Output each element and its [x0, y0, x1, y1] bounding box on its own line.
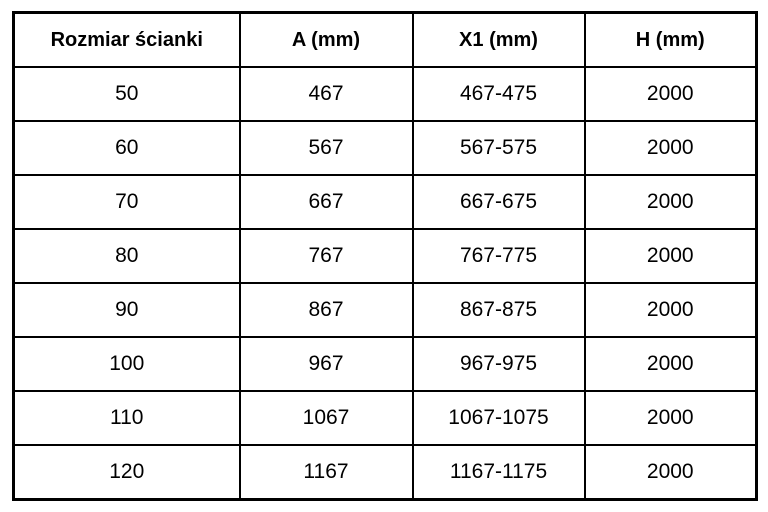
- cell-h: 2000: [583, 120, 758, 176]
- cell-a: 1167: [238, 444, 414, 501]
- cell-size: 120: [12, 444, 241, 501]
- cell-a: 667: [238, 174, 414, 230]
- table-row: 110 1067 1067-1075 2000: [12, 390, 758, 446]
- cell-a: 567: [238, 120, 414, 176]
- cell-a: 967: [238, 336, 414, 392]
- cell-size: 60: [12, 120, 241, 176]
- table-row: 80 767 767-775 2000: [12, 228, 758, 284]
- cell-size: 110: [12, 390, 241, 446]
- table-row: 70 667 667-675 2000: [12, 174, 758, 230]
- cell-size: 90: [12, 282, 241, 338]
- cell-h: 2000: [583, 444, 758, 501]
- column-header-a-mm: A (mm): [238, 11, 414, 68]
- cell-a: 767: [238, 228, 414, 284]
- cell-size: 100: [12, 336, 241, 392]
- table-row: 60 567 567-575 2000: [12, 120, 758, 176]
- cell-h: 2000: [583, 282, 758, 338]
- wall-size-spec-table: Rozmiar ścianki A (mm) X1 (mm) H (mm) 50…: [12, 11, 758, 501]
- cell-h: 2000: [583, 336, 758, 392]
- cell-a: 867: [238, 282, 414, 338]
- cell-x1: 467-475: [411, 66, 586, 122]
- cell-size: 80: [12, 228, 241, 284]
- header-row: Rozmiar ścianki A (mm) X1 (mm) H (mm): [12, 11, 758, 68]
- cell-h: 2000: [583, 66, 758, 122]
- cell-a: 467: [238, 66, 414, 122]
- table-row: 120 1167 1167-1175 2000: [12, 444, 758, 501]
- column-header-x1-mm: X1 (mm): [411, 11, 586, 68]
- cell-size: 50: [12, 66, 241, 122]
- table-row: 90 867 867-875 2000: [12, 282, 758, 338]
- cell-a: 1067: [238, 390, 414, 446]
- cell-x1: 667-675: [411, 174, 586, 230]
- cell-x1: 967-975: [411, 336, 586, 392]
- cell-h: 2000: [583, 390, 758, 446]
- table-row: 50 467 467-475 2000: [12, 66, 758, 122]
- column-header-h-mm: H (mm): [583, 11, 758, 68]
- table-row: 100 967 967-975 2000: [12, 336, 758, 392]
- cell-h: 2000: [583, 174, 758, 230]
- cell-x1: 767-775: [411, 228, 586, 284]
- cell-x1: 1167-1175: [411, 444, 586, 501]
- cell-size: 70: [12, 174, 241, 230]
- cell-x1: 867-875: [411, 282, 586, 338]
- cell-x1: 567-575: [411, 120, 586, 176]
- cell-x1: 1067-1075: [411, 390, 586, 446]
- cell-h: 2000: [583, 228, 758, 284]
- column-header-rozmiar-scianki: Rozmiar ścianki: [12, 11, 241, 68]
